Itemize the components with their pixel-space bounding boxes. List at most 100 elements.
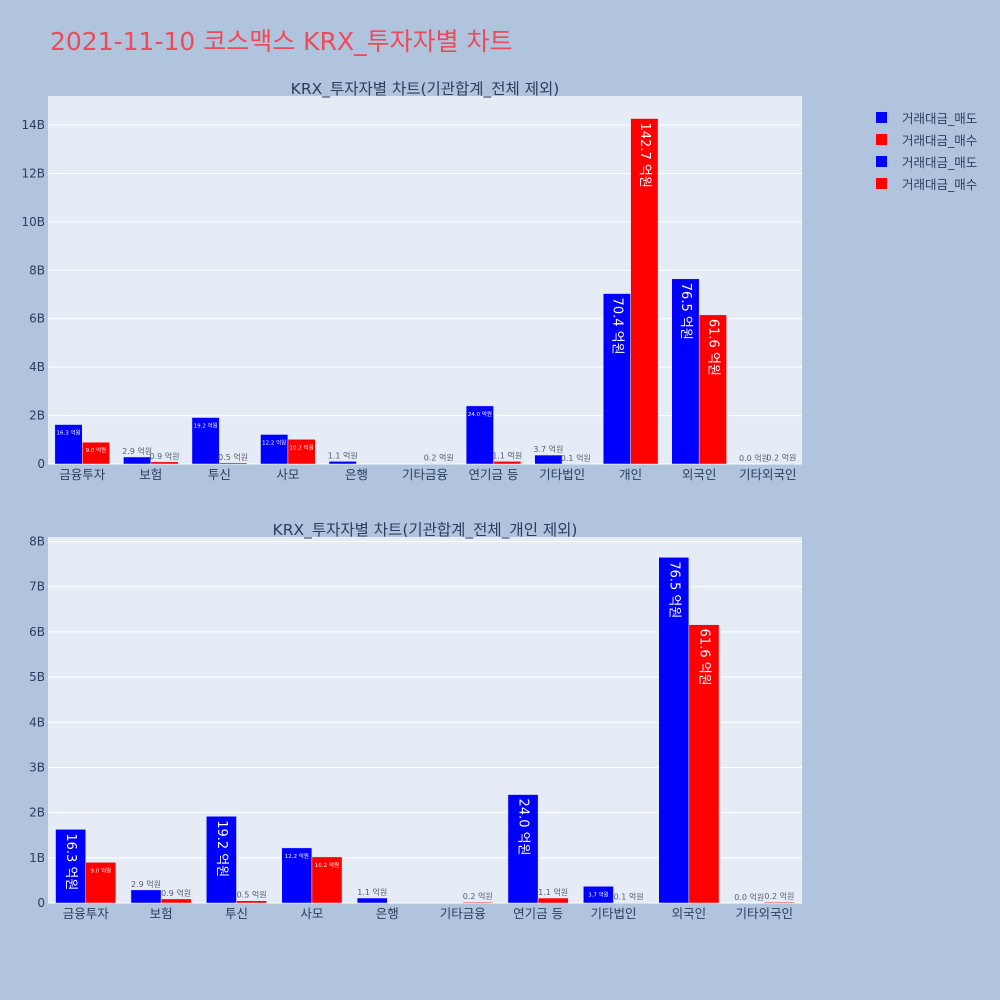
bar-sell[interactable] [328,461,357,465]
bar-label: 12.2 억원 [285,852,309,860]
bar-sell[interactable] [671,278,700,465]
bar-label: 9.0 억원 [90,866,111,874]
y-tick-label: 14B [21,118,45,132]
bar-label: 10.2 억원 [290,443,314,451]
bar-buy[interactable] [160,898,192,904]
bar-sell[interactable] [123,456,152,465]
legend-item-buy[interactable]: 거래대금_매수 [876,128,977,150]
chart-title: KRX_투자자별 차트(기관합계_전체_개인 제외) [273,521,578,540]
bar-label: 3.7 억원 [533,444,563,454]
bar-label: 12.2 억원 [262,438,286,446]
bar-sell[interactable] [206,815,237,904]
bar-label: 24.0 억원 [516,799,531,856]
bar-buy[interactable] [85,862,117,904]
y-tick-label: 8B [29,535,45,549]
bar-label: 0.1 억원 [561,453,591,463]
bar-buy[interactable] [688,624,720,904]
bar-label: 0.9 억원 [161,888,191,898]
y-tick-label: 1B [29,851,45,865]
bar-label: 76.5 억원 [666,561,681,618]
bar-buy[interactable] [219,462,248,465]
bar-label: 10.2 억원 [315,861,339,869]
bar-label: 1.1 억원 [492,450,522,460]
x-tick-label: 보험 [150,906,173,921]
bar-sell[interactable] [130,889,162,904]
bar-label: 19.2 억원 [194,422,218,430]
y-tick-label: 12B [21,166,45,180]
bar-label: 16.3 억원 [63,833,78,890]
legend-swatch [876,155,887,167]
legend-label: 거래대금_매수 [902,176,978,192]
legend-item-sell[interactable]: 거래대금_매도 [876,150,977,172]
bar-label: 61.6 억원 [705,319,720,376]
legend-item-sell[interactable]: 거래대금_매도 [876,106,977,128]
x-tick-label: 개인 [619,467,642,482]
bar-buy[interactable] [462,901,494,904]
x-tick-label: 사모 [300,906,323,921]
legend-item-buy[interactable]: 거래대금_매수 [876,172,977,194]
bar-buy[interactable] [537,897,569,904]
bar-label: 24.0 억원 [468,410,492,418]
bar-sell[interactable] [465,405,494,465]
bar-buy[interactable] [82,441,110,465]
bar-label: 3.7 억원 [588,890,609,898]
bar-buy[interactable] [493,461,522,465]
bar-sell[interactable] [534,454,563,465]
bar-label: 0.5 억원 [218,452,248,462]
page-title: 2021-11-10 코스맥스 KRX_투자자별 차트 [50,27,513,56]
y-tick-label: 2B [29,409,45,423]
bar-label: 2.9 억원 [122,446,152,456]
chart-2: 0 1B 2B 3B 4B 5B 6B 7B 8B KRX_투자자별 차트(기관합계_전체_개인 … [29,521,802,921]
y-tick-label: 6B [29,312,45,326]
x-tick-label: 연기금 등 [469,467,519,482]
x-tick-label: 은행 [345,467,368,482]
bar-label: 1.1 억원 [357,887,387,897]
bar-sell[interactable] [260,434,289,465]
x-tick-label: 기타금융 [402,467,448,482]
x-tick-label: 기타법인 [539,467,585,482]
bar-label: 142.7 억원 [637,123,652,188]
x-tick-label: 기타외국인 [739,467,797,482]
bar-label: 0.0 억원 [739,453,769,463]
chart-1: 0 2B 4B 6B 8B 10B 12B 14B KRX_투자자별 차트(기관합계_전체 제외… [21,80,802,482]
y-tick-label: 0 [37,896,45,910]
bar-buy[interactable] [764,901,795,904]
bar-sell[interactable] [281,847,313,904]
bar-buy[interactable] [287,439,316,465]
x-tick-label: 기타외국인 [736,906,794,921]
chart-title: KRX_투자자별 차트(기관합계_전체 제외) [291,80,560,99]
bar-label: 1.1 억원 [538,887,568,897]
bar-buy[interactable] [311,856,343,904]
legend[interactable]: 거래대금_매도 거래대금_매수 거래대금_매도 거래대금_매수 [876,106,977,194]
y-tick-label: 8B [29,263,45,277]
bar-buy[interactable] [150,461,179,465]
bar-label: 0.9 억원 [150,451,180,461]
bar-sell[interactable] [191,417,220,465]
bar-sell[interactable] [658,557,690,904]
bar-label: 0.0 억원 [734,892,764,902]
x-tick-label: 연기금 등 [513,906,563,921]
bar-sell[interactable] [507,794,539,904]
bar-label: 9.0 억원 [86,446,107,454]
legend-swatch [876,133,887,145]
bar-label: 0.2 억원 [766,453,796,463]
y-tick-label: 4B [29,360,45,374]
x-tick-label: 금융투자 [59,467,106,482]
y-tick-label: 7B [29,580,45,594]
bar-label: 0.1 억원 [614,892,644,902]
bar-buy[interactable] [698,314,727,465]
bar-sell[interactable] [55,829,86,904]
x-tick-label: 은행 [376,906,399,921]
legend-label: 거래대금_매도 [902,110,978,126]
bar-buy[interactable] [630,118,659,465]
y-tick-label: 2B [29,806,45,820]
bar-sell[interactable] [583,886,614,904]
bar-buy[interactable] [236,900,267,904]
legend-label: 거래대금_매도 [902,154,978,170]
y-tick-label: 5B [29,670,45,684]
bar-label: 0.2 억원 [764,891,794,901]
x-tick-label: 투신 [225,906,248,921]
bar-sell[interactable] [356,897,388,904]
x-tick-label: 보험 [139,467,162,482]
